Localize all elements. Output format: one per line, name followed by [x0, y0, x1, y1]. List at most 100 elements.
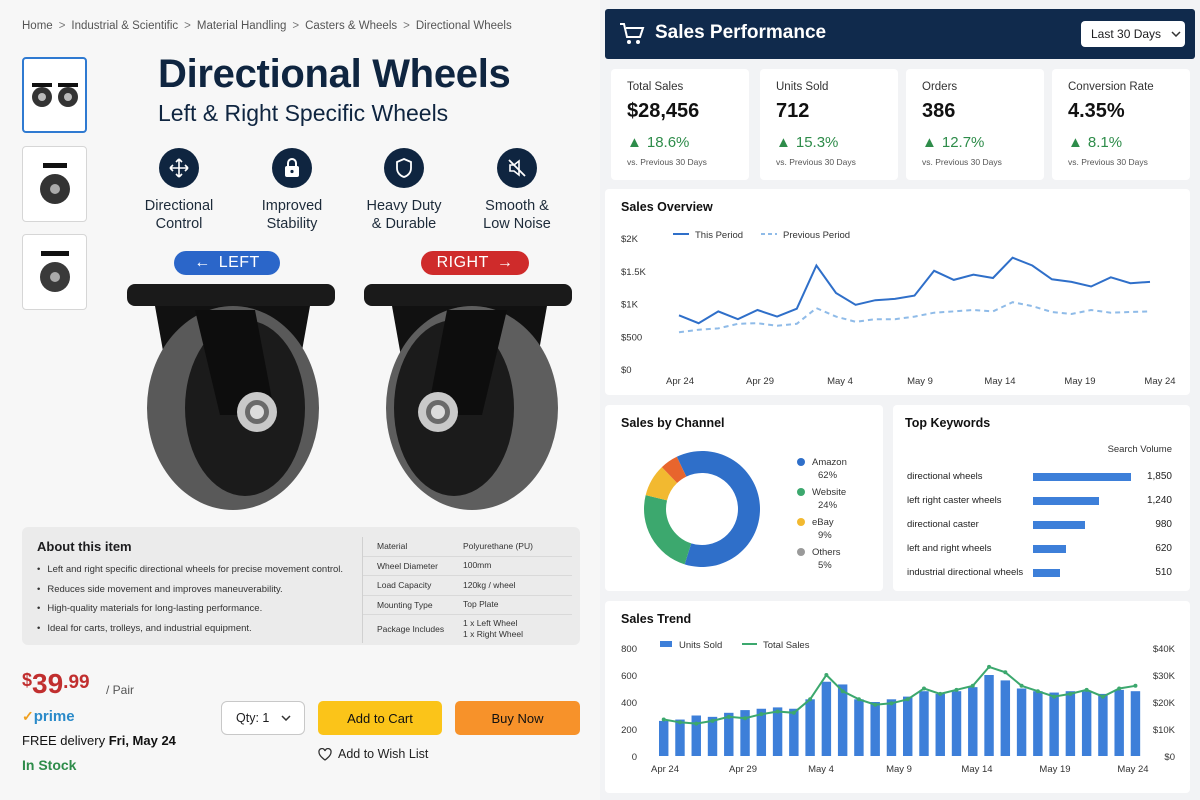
- x-tick-label: Apr 29: [729, 764, 757, 775]
- y-tick-label: 200: [621, 725, 637, 736]
- y-tick-label: $1.5K: [621, 267, 646, 278]
- sales-trend-chart: 0 200 400 600 800 $0 $10K $20K $30K $40K Apr 24 Apr…: [621, 640, 1176, 775]
- add-to-wishlist-link[interactable]: Add to Wish List: [318, 747, 428, 761]
- spec-row: Mounting Type Top Plate: [363, 596, 572, 615]
- keyword-label: directional wheels: [907, 471, 983, 482]
- date-range-select[interactable]: Last 30 Days: [1081, 21, 1185, 47]
- lock-icon: [272, 148, 312, 188]
- kpi-value: 386: [922, 100, 956, 122]
- pie-slice: [645, 467, 678, 501]
- bar: [659, 720, 669, 756]
- trend-up-icon: ▲: [922, 134, 937, 151]
- top-keywords-title: Top Keywords: [905, 416, 991, 430]
- quantity-label: Qty: 1: [236, 711, 270, 725]
- keyword-bar: [1033, 497, 1099, 505]
- bar: [789, 708, 799, 756]
- breadcrumb-material-handling[interactable]: Material Handling: [196, 20, 287, 32]
- cart-icon: [620, 23, 645, 44]
- legend-swatch: [660, 641, 672, 647]
- spec-key: Wheel Diameter: [377, 560, 438, 571]
- bar: [951, 691, 962, 756]
- x-tick-label: May 24: [1117, 764, 1148, 775]
- breadcrumb-casters[interactable]: Casters & Wheels: [305, 20, 398, 32]
- keyword-volume: 980: [1155, 519, 1172, 530]
- line-point: [710, 718, 715, 723]
- quantity-select[interactable]: Qty: 1: [221, 701, 305, 735]
- bar: [886, 699, 897, 756]
- bar: [1114, 689, 1124, 756]
- spec-value: 120kg / wheel: [463, 579, 516, 590]
- kpi-change: ▲ 15.3%: [776, 134, 838, 151]
- keyword-volume: 510: [1155, 567, 1172, 578]
- line-point: [1003, 670, 1008, 675]
- bar: [935, 693, 945, 756]
- kpi-period: vs. Previous 30 Days: [1068, 157, 1148, 167]
- breadcrumb-home[interactable]: Home: [22, 20, 53, 32]
- legend-label: Website: [812, 487, 846, 498]
- y-tick-label: 800: [621, 644, 637, 655]
- line-point: [970, 683, 975, 688]
- bar: [919, 691, 929, 756]
- y-tick-label: $0: [621, 365, 632, 376]
- line-point: [1068, 691, 1073, 696]
- price-currency: $: [22, 670, 33, 690]
- spec-row: Load Capacity 120kg / wheel: [363, 576, 572, 596]
- kpi-change: ▲ 18.6%: [627, 134, 689, 151]
- x-tick-label: May 19: [1039, 764, 1070, 775]
- line-point: [1100, 694, 1105, 699]
- y-tick-label-right: $30K: [1153, 671, 1176, 682]
- feature-durable: Heavy Duty & Durable: [354, 148, 454, 233]
- bar: [821, 681, 832, 756]
- thumbnail-angle[interactable]: [22, 234, 87, 310]
- feature-stability: Improved Stability: [242, 148, 342, 233]
- kpi-period: vs. Previous 30 Days: [922, 157, 1002, 167]
- thumbnail-side[interactable]: [22, 146, 87, 222]
- line-point: [726, 714, 731, 719]
- price-cents: .99: [63, 672, 90, 693]
- kpi-value: 4.35%: [1068, 100, 1125, 122]
- keyword-bar: [1033, 569, 1061, 577]
- date-range-label: Last 30 Days: [1091, 27, 1162, 41]
- add-to-cart-button[interactable]: Add to Cart: [318, 701, 442, 735]
- legend-value: 9%: [818, 530, 832, 541]
- x-tick-label: Apr 24: [651, 764, 679, 775]
- wheel-side-thumbnail-image: [39, 163, 70, 204]
- sales-overview-chart: $0 $500 $1K $1.5K $2K Apr 24 Apr 29 May 4 May 9 M…: [621, 230, 1176, 387]
- y-tick-label-right: $20K: [1153, 698, 1176, 709]
- bar: [1130, 691, 1141, 756]
- bar: [1098, 693, 1108, 756]
- x-tick-label: Apr 29: [746, 376, 774, 387]
- kpi-change-value: 12.7%: [941, 134, 985, 151]
- kpi-change-value: 8.1%: [1087, 134, 1123, 151]
- dashboard-title: Sales Performance: [655, 22, 827, 43]
- thumbnail-pair[interactable]: [22, 57, 87, 133]
- pie-slice: [644, 495, 692, 565]
- bar: [740, 710, 750, 756]
- kpi-change-value: 15.3%: [795, 134, 839, 151]
- pie-slice: [661, 456, 687, 484]
- stock-status: In Stock: [22, 757, 77, 773]
- buy-now-button[interactable]: Buy Now: [455, 701, 580, 735]
- x-tick-label: May 14: [984, 376, 1015, 387]
- line-point: [743, 716, 748, 721]
- line-point: [873, 702, 878, 707]
- y-tick-label: 600: [621, 671, 637, 682]
- y-tick-label-right: $0: [1164, 752, 1175, 763]
- bar: [675, 719, 685, 756]
- feature-label: Directional: [144, 198, 214, 214]
- legend-swatch: [797, 488, 805, 496]
- right-wheel-image: [364, 284, 572, 510]
- kpi-change: ▲ 12.7%: [922, 134, 984, 151]
- bar: [1081, 691, 1092, 756]
- line-point: [1019, 683, 1024, 688]
- prime-badge: ✓prime: [22, 708, 75, 725]
- breadcrumb-industrial[interactable]: Industrial & Scientific: [71, 20, 179, 32]
- bar: [772, 707, 783, 756]
- price-whole: 39: [32, 668, 64, 699]
- mute-icon: [497, 148, 537, 188]
- pie-slice: [676, 451, 760, 567]
- line-point: [791, 710, 796, 715]
- line-point: [1052, 694, 1057, 699]
- line-point: [677, 720, 682, 725]
- kpi-name: Orders: [922, 81, 958, 93]
